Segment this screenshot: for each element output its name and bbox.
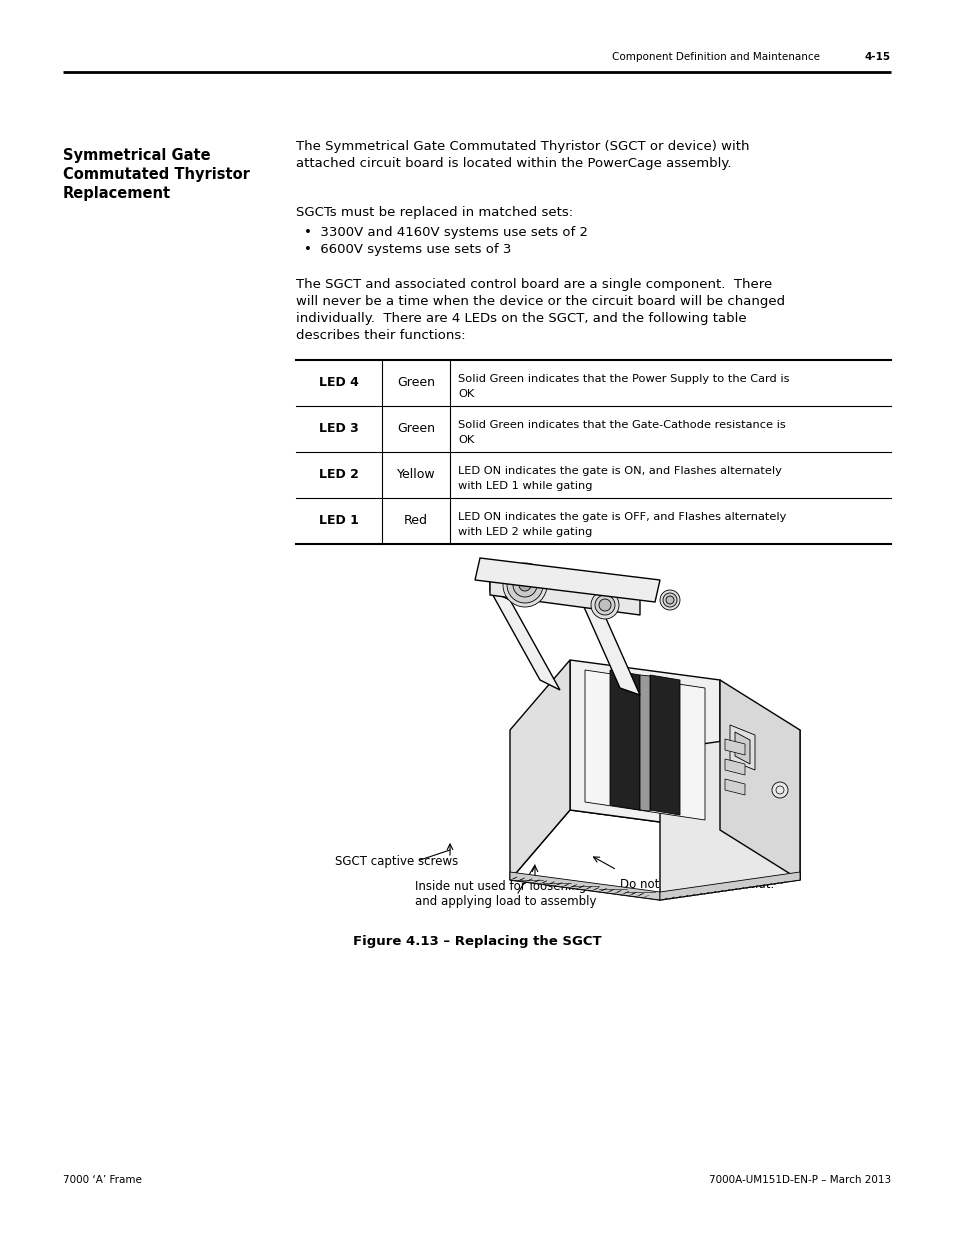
Circle shape [665,597,673,604]
Polygon shape [724,739,744,755]
Text: will never be a time when the device or the circuit board will be changed: will never be a time when the device or … [295,295,784,308]
Text: OK: OK [457,435,474,445]
Polygon shape [659,730,800,900]
Circle shape [513,573,537,597]
Text: •  6600V systems use sets of 3: • 6600V systems use sets of 3 [304,243,511,256]
Circle shape [506,567,542,603]
Text: with LED 1 while gating: with LED 1 while gating [457,480,592,492]
Polygon shape [609,671,639,810]
Polygon shape [510,659,569,881]
Polygon shape [720,680,800,881]
Text: 7000 ‘A’ Frame: 7000 ‘A’ Frame [63,1174,142,1186]
Text: Inside nut used for loosening: Inside nut used for loosening [415,881,586,893]
Circle shape [659,590,679,610]
Text: Solid Green indicates that the Gate-Cathode resistance is: Solid Green indicates that the Gate-Cath… [457,420,785,430]
Text: SGCT captive screws: SGCT captive screws [335,855,457,868]
Text: LED 1: LED 1 [318,515,358,527]
Text: and applying load to assembly: and applying load to assembly [415,895,596,908]
Polygon shape [569,659,720,830]
Text: OK: OK [457,389,474,399]
Polygon shape [475,558,659,601]
Text: The Symmetrical Gate Commutated Thyristor (SGCT or device) with: The Symmetrical Gate Commutated Thyristo… [295,140,749,153]
Text: Yellow: Yellow [396,468,435,482]
Polygon shape [490,576,639,615]
Text: attached circuit board is located within the PowerCage assembly.: attached circuit board is located within… [295,157,731,170]
Circle shape [771,782,787,798]
Polygon shape [579,598,639,695]
Polygon shape [724,779,744,795]
Polygon shape [724,760,744,776]
Text: LED ON indicates the gate is ON, and Flashes alternately: LED ON indicates the gate is ON, and Fla… [457,466,781,475]
Text: Symmetrical Gate: Symmetrical Gate [63,148,211,163]
Text: Do not adjust outside nut.: Do not adjust outside nut. [619,878,774,890]
Polygon shape [490,559,510,600]
Text: LED 4: LED 4 [318,377,358,389]
Text: 4-15: 4-15 [864,52,890,62]
Text: 7000A-UM151D-EN-P – March 2013: 7000A-UM151D-EN-P – March 2013 [708,1174,890,1186]
Text: individually.  There are 4 LEDs on the SGCT, and the following table: individually. There are 4 LEDs on the SG… [295,312,746,325]
Text: LED 2: LED 2 [318,468,358,482]
Circle shape [590,592,618,619]
Text: Green: Green [396,422,435,436]
Polygon shape [659,872,800,900]
Polygon shape [639,676,649,811]
Polygon shape [584,671,704,820]
Circle shape [598,599,610,611]
Text: Figure 4.13 – Replacing the SGCT: Figure 4.13 – Replacing the SGCT [353,935,600,948]
Text: describes their functions:: describes their functions: [295,329,465,342]
Circle shape [502,563,546,606]
Text: SGCTs must be replaced in matched sets:: SGCTs must be replaced in matched sets: [295,206,573,219]
Polygon shape [490,590,559,690]
Text: •  3300V and 4160V systems use sets of 2: • 3300V and 4160V systems use sets of 2 [304,226,587,240]
Text: Green: Green [396,377,435,389]
Text: Red: Red [403,515,428,527]
Text: Solid Green indicates that the Power Supply to the Card is: Solid Green indicates that the Power Sup… [457,374,789,384]
Circle shape [518,579,531,592]
Text: Replacement: Replacement [63,186,171,201]
Text: LED 3: LED 3 [319,422,358,436]
Circle shape [595,595,615,615]
Polygon shape [729,725,754,769]
Polygon shape [510,872,659,900]
Text: with LED 2 while gating: with LED 2 while gating [457,527,592,537]
Text: LED ON indicates the gate is OFF, and Flashes alternately: LED ON indicates the gate is OFF, and Fl… [457,513,785,522]
Polygon shape [649,676,679,815]
Text: The SGCT and associated control board are a single component.  There: The SGCT and associated control board ar… [295,278,771,291]
Polygon shape [734,732,749,764]
Circle shape [662,593,677,606]
Text: Component Definition and Maintenance: Component Definition and Maintenance [612,52,820,62]
Text: Commutated Thyristor: Commutated Thyristor [63,167,250,182]
